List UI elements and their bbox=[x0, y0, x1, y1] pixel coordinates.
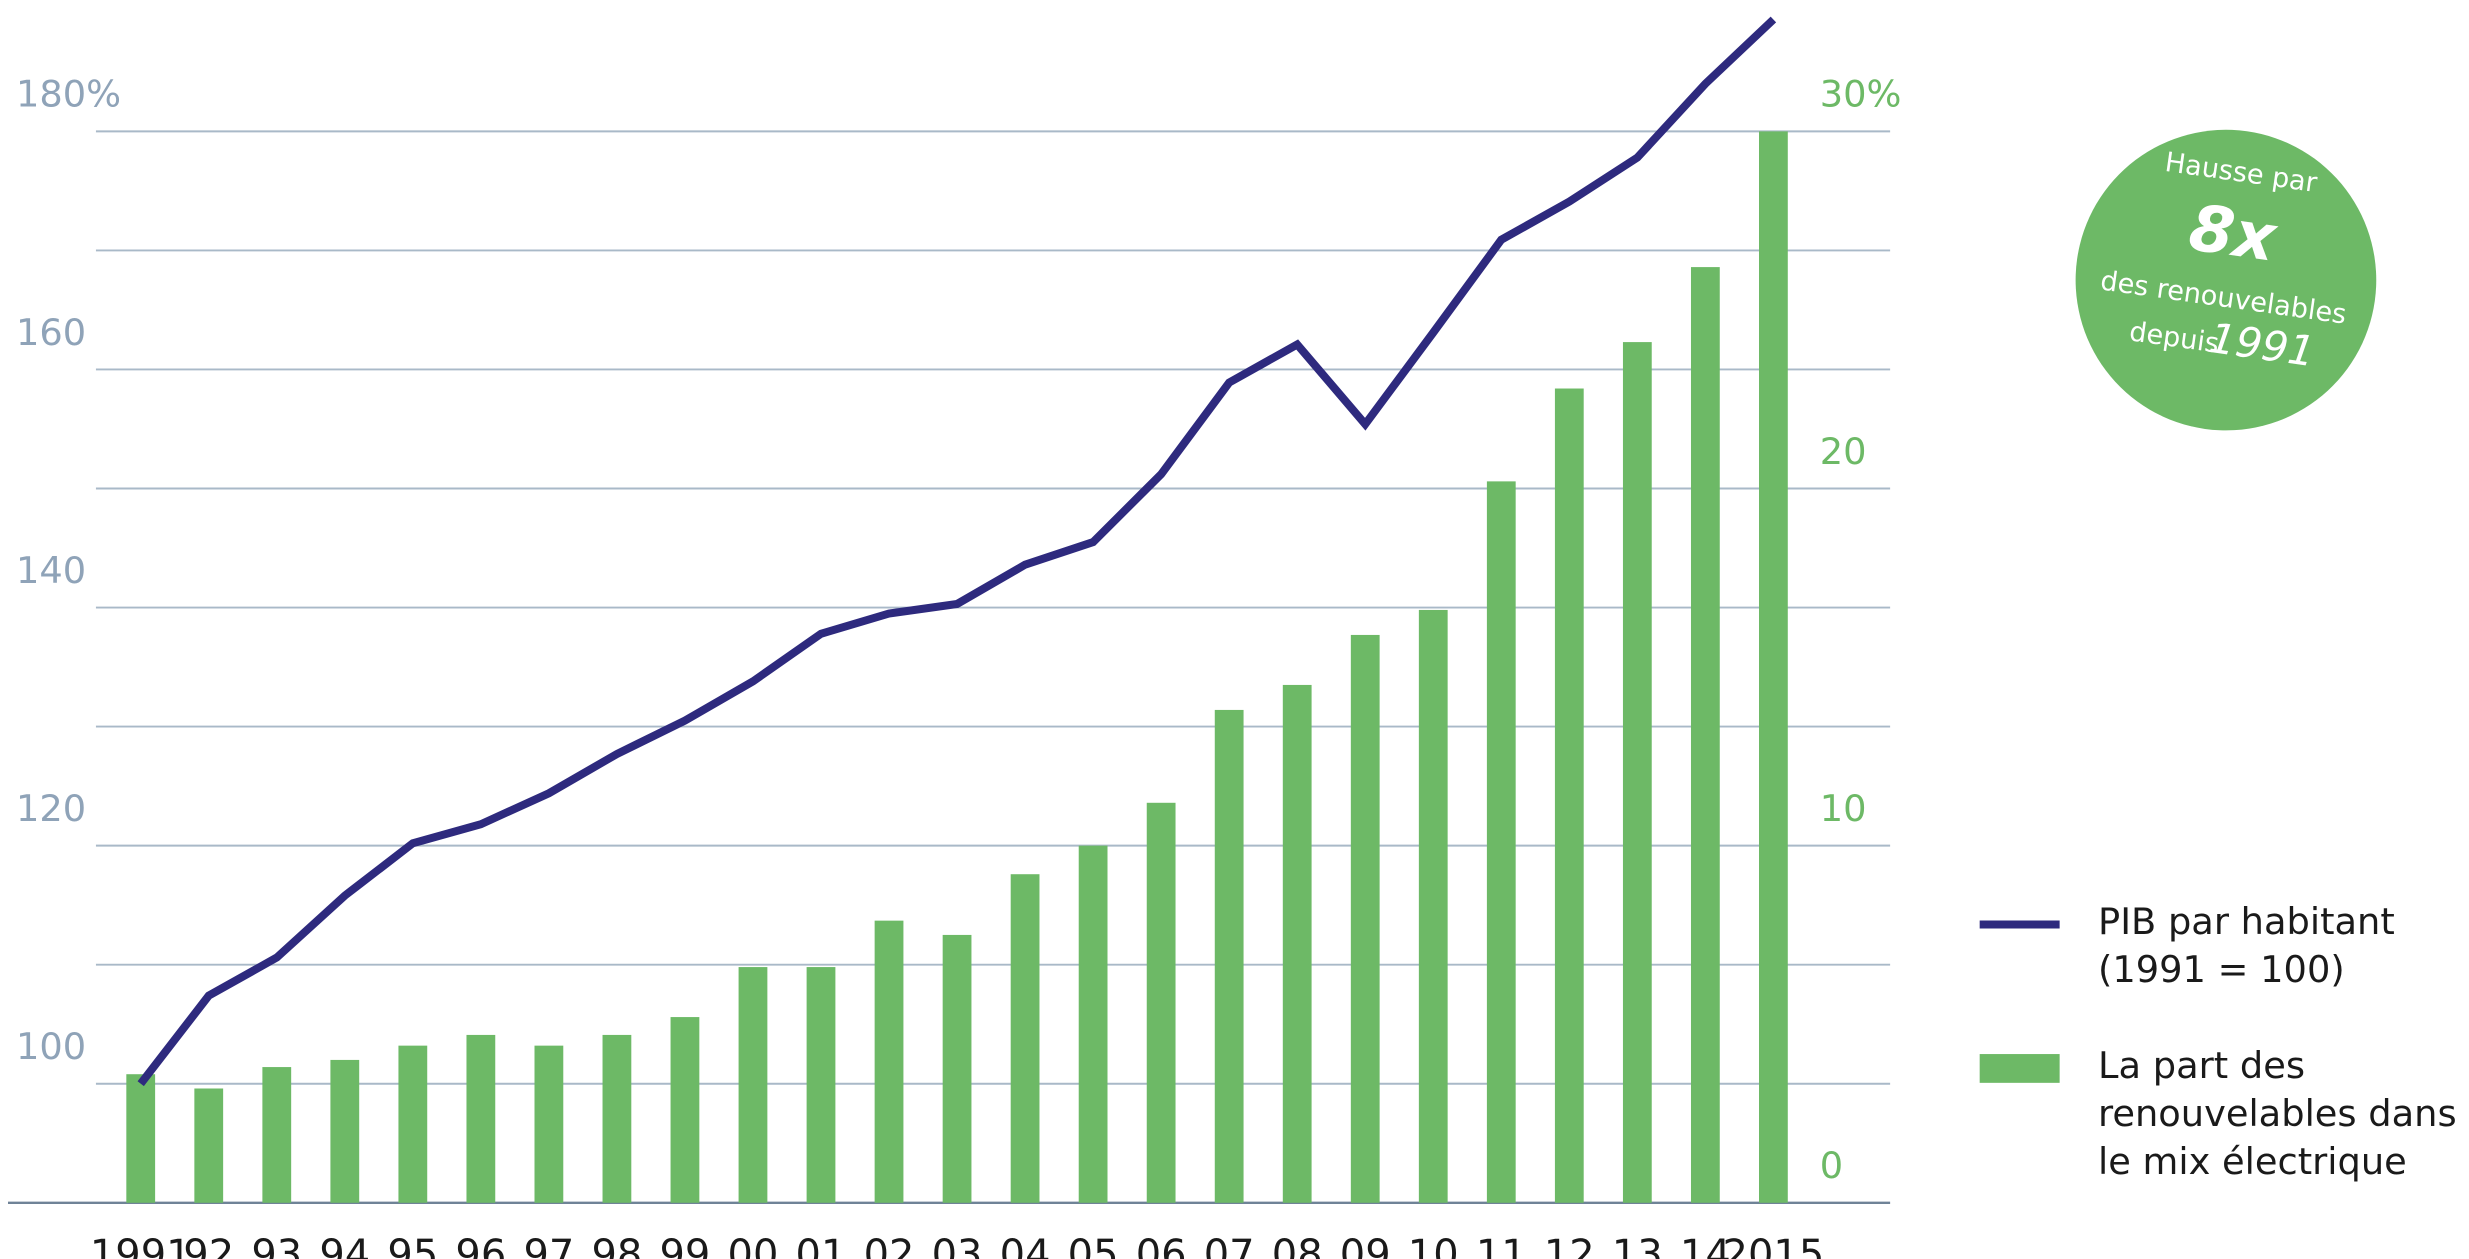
bar bbox=[330, 1059, 360, 1203]
x-tick-label: 09 bbox=[1340, 1232, 1391, 1259]
bar bbox=[194, 1088, 224, 1203]
legend-label: La part des renouvelables dans le mix él… bbox=[2098, 1046, 2457, 1184]
legend-item: PIB par habitant (1991 = 100) bbox=[2098, 902, 2395, 992]
badge-circle bbox=[2075, 129, 2377, 431]
bar bbox=[1146, 802, 1176, 1203]
bar bbox=[1486, 481, 1516, 1203]
y-tick-label: 120 bbox=[16, 787, 86, 830]
badge: Hausse par 8x des renouvelables depuis 1… bbox=[2075, 129, 2377, 431]
bar bbox=[534, 1045, 564, 1203]
y2-tick-label: 10 bbox=[1820, 787, 1867, 830]
bar bbox=[1282, 684, 1312, 1203]
badge-big: 8x bbox=[2185, 191, 2282, 276]
x-tick-label: 98 bbox=[591, 1232, 642, 1259]
y2-tick-label: 30% bbox=[1820, 73, 1902, 116]
x-tick-label: 03 bbox=[932, 1232, 983, 1259]
bar bbox=[1350, 634, 1380, 1203]
bar bbox=[670, 1017, 700, 1203]
bar bbox=[738, 967, 768, 1203]
x-tick-label: 01 bbox=[796, 1232, 847, 1259]
x-tick-label: 95 bbox=[387, 1232, 438, 1259]
bar bbox=[874, 920, 904, 1203]
y2-tick-label: 0 bbox=[1820, 1144, 1843, 1187]
x-tick-label: 14 bbox=[1680, 1232, 1731, 1259]
x-tick-label: 99 bbox=[660, 1232, 711, 1259]
x-tick-label: 1991 bbox=[90, 1232, 192, 1259]
bar bbox=[1010, 874, 1040, 1203]
bar bbox=[806, 967, 836, 1203]
y-tick-label: 160 bbox=[16, 311, 86, 354]
bar bbox=[1622, 342, 1652, 1203]
bar bbox=[1554, 388, 1584, 1203]
legend-swatch bbox=[1979, 1054, 2060, 1083]
x-tick-label: 00 bbox=[728, 1232, 779, 1259]
bar bbox=[602, 1034, 632, 1203]
x-tick-label: 94 bbox=[319, 1232, 370, 1259]
bar bbox=[1078, 845, 1108, 1203]
bar bbox=[466, 1034, 496, 1203]
x-tick-label: 96 bbox=[455, 1232, 506, 1259]
y2-tick-label: 20 bbox=[1820, 430, 1867, 473]
x-tick-label: 13 bbox=[1612, 1232, 1663, 1259]
bar bbox=[1759, 131, 1788, 1203]
x-tick-label: 07 bbox=[1204, 1232, 1255, 1259]
bars bbox=[126, 131, 1788, 1203]
x-tick-label: 02 bbox=[864, 1232, 915, 1259]
x-tick-label: 11 bbox=[1476, 1232, 1527, 1259]
x-tick-label: 93 bbox=[251, 1232, 302, 1259]
bar bbox=[262, 1067, 292, 1203]
x-tick-label: 97 bbox=[523, 1232, 574, 1259]
bar bbox=[1214, 709, 1244, 1203]
y-tick-label: 100 bbox=[16, 1025, 86, 1068]
bar bbox=[398, 1045, 428, 1203]
bar bbox=[126, 1074, 156, 1203]
x-tick-label: 2015 bbox=[1723, 1232, 1825, 1259]
grid bbox=[95, 130, 1891, 1085]
x-tick-label: 92 bbox=[183, 1232, 234, 1259]
x-tick-label: 08 bbox=[1272, 1232, 1323, 1259]
bar bbox=[1690, 267, 1720, 1203]
x-tick-label: 12 bbox=[1544, 1232, 1595, 1259]
x-tick-label: 05 bbox=[1068, 1232, 1119, 1259]
y-tick-label: 180% bbox=[16, 73, 121, 116]
legend-label: PIB par habitant (1991 = 100) bbox=[2098, 902, 2395, 992]
bar bbox=[942, 934, 972, 1203]
y-tick-label: 140 bbox=[16, 549, 86, 592]
x-tick-label: 04 bbox=[1000, 1232, 1051, 1259]
legend-item: La part des renouvelables dans le mix él… bbox=[2098, 1046, 2457, 1184]
x-tick-label: 10 bbox=[1408, 1232, 1459, 1259]
lines bbox=[137, 16, 1777, 1087]
x-tick-label: 06 bbox=[1136, 1232, 1187, 1259]
line bbox=[137, 16, 1777, 1087]
bar bbox=[1418, 609, 1448, 1203]
